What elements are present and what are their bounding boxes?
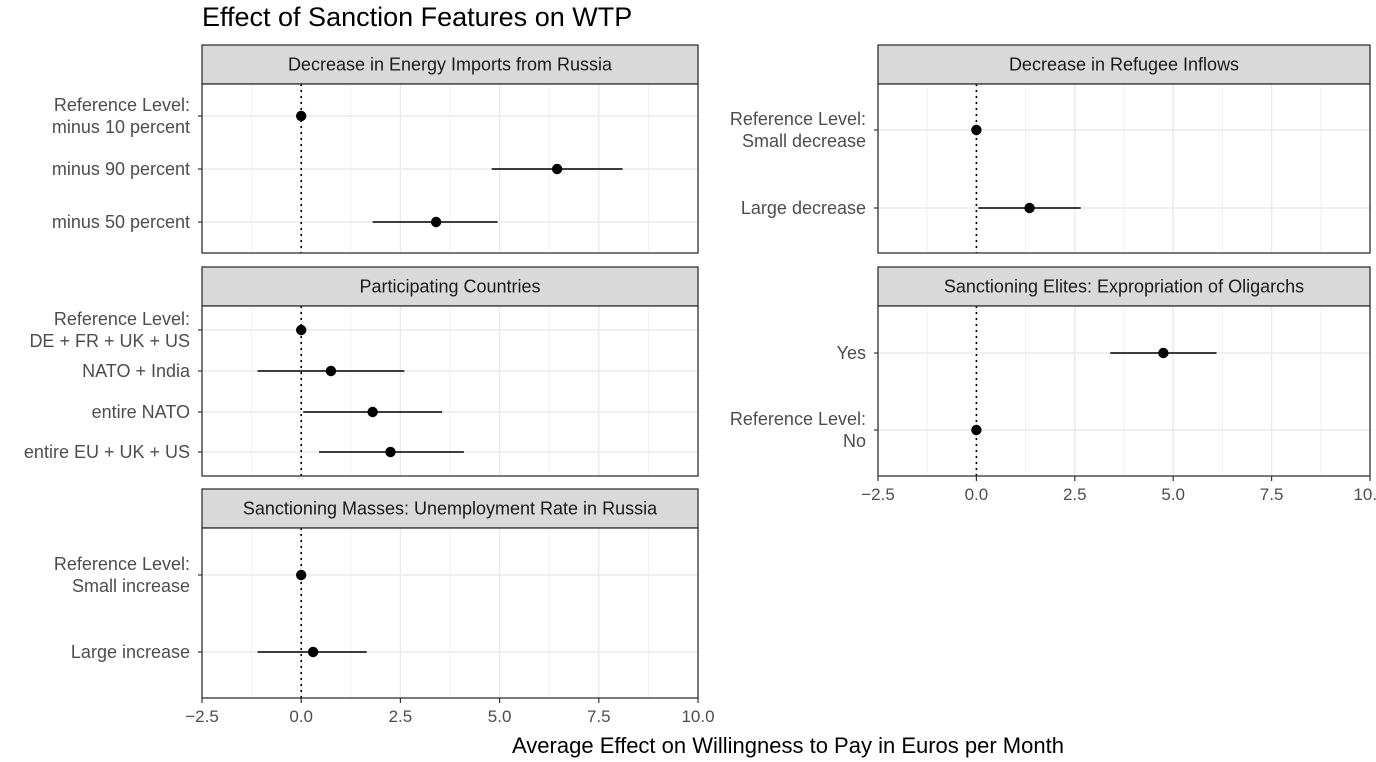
y-tick-label-line: minus 10 percent (52, 117, 190, 137)
y-tick-label-line: Reference Level: (54, 95, 190, 115)
panel-border (877, 305, 1371, 477)
chart-title: Effect of Sanction Features on WTP (202, 2, 632, 32)
facet-strip (201, 44, 699, 85)
facet-panel: Sanctioning Elites: Expropriation of Oli… (730, 266, 1376, 504)
y-tick-label: entire NATO (92, 402, 190, 422)
estimate-point (551, 163, 563, 175)
y-tick-label-line: Large increase (71, 642, 190, 662)
y-tick-label: Reference Level: Small increase (54, 554, 190, 596)
estimate-point (367, 406, 378, 418)
x-axis-label: Average Effect on Willingness to Pay in … (512, 733, 1064, 758)
estimate-point (296, 110, 307, 122)
y-tick-label: NATO + India (82, 361, 191, 381)
estimate-point (325, 365, 337, 377)
y-tick-label-line: entire EU + UK + US (24, 442, 190, 462)
estimate-point (1024, 202, 1035, 214)
y-tick-label: Reference Level: DE + FR + UK + US (29, 309, 190, 351)
facet-strip-title: Sanctioning Elites: Expropriation of Oli… (944, 277, 1304, 297)
x-tick-label: 10.0 (1353, 485, 1376, 504)
y-tick-label: minus 90 percent (52, 159, 190, 179)
y-tick-label: Large increase (71, 642, 190, 662)
facet-strip-title: Decrease in Refugee Inflows (1009, 55, 1239, 75)
x-tick-label: 5.0 (1161, 485, 1185, 504)
x-tick-label: 5.0 (488, 707, 512, 726)
y-tick-label-line: Reference Level: (730, 109, 866, 129)
x-tick-label: 10.0 (681, 707, 714, 726)
panel-border (201, 527, 699, 699)
facet-strip (877, 44, 1371, 85)
x-tick-label: −2.5 (185, 707, 219, 726)
y-tick-label-line: Reference Level: (54, 554, 190, 574)
y-tick-label-line: NATO + India (82, 361, 191, 381)
facet-panel: Participating Countries Reference Level: D… (24, 266, 699, 477)
y-tick-label: Yes (837, 343, 866, 363)
x-tick-label: 2.5 (1063, 485, 1087, 504)
facet-strip-title: Sanctioning Masses: Unemployment Rate in… (243, 499, 658, 519)
x-tick-label: 2.5 (389, 707, 413, 726)
facet-strip-title: Decrease in Energy Imports from Russia (288, 55, 613, 75)
estimate-point (307, 646, 319, 658)
facet-panel: Decrease in Energy Imports from Russia Re… (52, 44, 699, 254)
facet-strip (201, 266, 699, 307)
y-tick-label: Reference Level: minus 10 percent (52, 95, 190, 137)
y-tick-label-line: entire NATO (92, 402, 190, 422)
facet-strip-title: Participating Countries (359, 277, 540, 297)
x-tick-label: 0.0 (965, 485, 989, 504)
y-tick-label-line: minus 90 percent (52, 159, 190, 179)
panel-border (201, 83, 699, 254)
facet-panel: Sanctioning Masses: Unemployment Rate in… (54, 488, 715, 726)
panel-border (201, 305, 699, 477)
estimate-point (296, 324, 307, 336)
estimate-point (385, 446, 396, 458)
panel-border (877, 83, 1371, 254)
y-tick-label: Reference Level: Small decrease (730, 109, 866, 151)
estimate-point (971, 124, 982, 136)
y-tick-label-line: Yes (837, 343, 866, 363)
x-tick-label: 7.5 (587, 707, 611, 726)
estimate-point (971, 424, 982, 436)
y-tick-label-line: DE + FR + UK + US (29, 331, 190, 351)
y-tick-label: Large decrease (741, 198, 866, 218)
y-tick-label-line: Reference Level: (730, 409, 866, 429)
y-tick-label: entire EU + UK + US (24, 442, 190, 462)
y-tick-label-line: Small increase (72, 576, 190, 596)
x-tick-label: 0.0 (289, 707, 313, 726)
y-tick-label-line: Large decrease (741, 198, 866, 218)
y-tick-label-line: No (843, 431, 866, 451)
y-tick-label-line: Small decrease (742, 131, 866, 151)
y-tick-label-line: minus 50 percent (52, 212, 190, 232)
y-tick-label: Reference Level: No (730, 409, 866, 451)
estimate-point (430, 216, 442, 228)
x-tick-label: −2.5 (861, 485, 895, 504)
estimate-point (1158, 347, 1169, 359)
facet-panel: Decrease in Refugee Inflows Reference Lev… (730, 44, 1371, 254)
facet-strip (201, 488, 699, 529)
y-tick-label: minus 50 percent (52, 212, 190, 232)
x-tick-label: 7.5 (1260, 485, 1284, 504)
y-tick-label-line: Reference Level: (54, 309, 190, 329)
estimate-point (296, 569, 307, 581)
panels-layer: Decrease in Energy Imports from Russia Re… (24, 44, 1376, 726)
